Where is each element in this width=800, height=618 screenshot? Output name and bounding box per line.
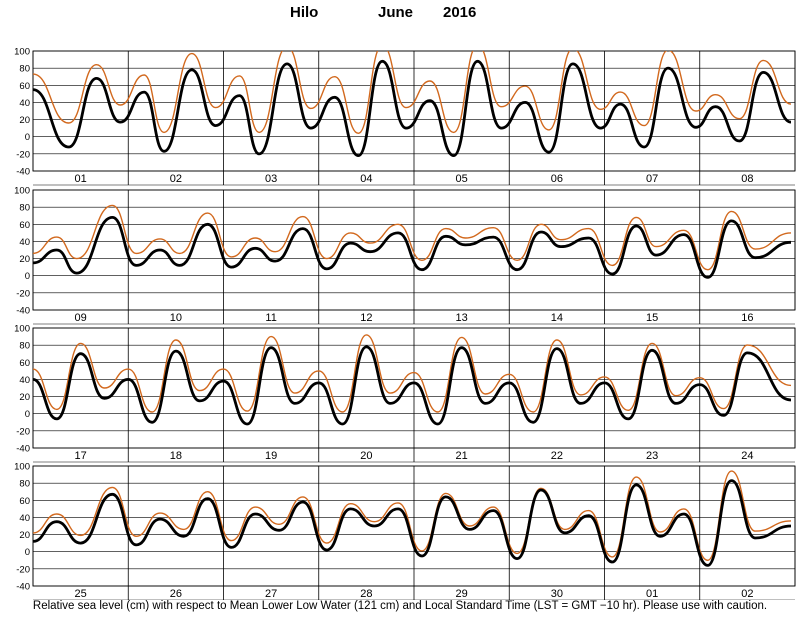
y-tick-label: -20 xyxy=(16,149,30,160)
y-tick-label: 80 xyxy=(19,64,30,75)
day-label: 28 xyxy=(360,588,372,600)
y-tick-label: 100 xyxy=(14,186,30,197)
chart-title: Hilo June 2016 xyxy=(0,4,800,26)
day-label: 11 xyxy=(265,312,276,324)
day-label: 03 xyxy=(265,173,277,185)
y-tick-label: -40 xyxy=(16,444,30,455)
chart-footnote: Relative sea level (cm) with respect to … xyxy=(32,600,768,612)
day-label: 23 xyxy=(646,450,658,462)
day-label: 12 xyxy=(360,312,372,324)
y-tick-label: 0 xyxy=(25,271,30,282)
y-tick-label: -40 xyxy=(16,582,30,593)
y-tick-label: 20 xyxy=(19,254,30,265)
y-tick-label: 100 xyxy=(14,324,30,335)
y-tick-label: 80 xyxy=(19,479,30,490)
day-label: 30 xyxy=(551,588,563,600)
y-tick-label: -40 xyxy=(16,306,30,317)
y-tick-label: 0 xyxy=(25,409,30,420)
y-tick-label: 40 xyxy=(19,98,30,109)
day-label: 14 xyxy=(551,312,563,324)
y-tick-label: 20 xyxy=(19,115,30,126)
y-tick-label: 60 xyxy=(19,81,30,92)
y-tick-label: 60 xyxy=(19,220,30,231)
year-label: 2016 xyxy=(443,4,477,21)
day-label: 29 xyxy=(456,588,468,600)
day-label: 10 xyxy=(170,312,182,324)
day-label: 16 xyxy=(741,312,753,324)
observed-tide-line xyxy=(33,215,792,279)
y-tick-label: 60 xyxy=(19,358,30,369)
day-label: 01 xyxy=(75,173,87,185)
y-tick-label: 0 xyxy=(25,132,30,143)
day-label: 25 xyxy=(75,588,87,600)
day-label: 08 xyxy=(741,173,753,185)
y-tick-label: 100 xyxy=(14,47,30,58)
day-label: 05 xyxy=(456,173,468,185)
day-label: 19 xyxy=(265,450,277,462)
y-tick-label: 80 xyxy=(19,341,30,352)
y-tick-label: -20 xyxy=(16,426,30,437)
day-label: 13 xyxy=(456,312,468,324)
y-tick-label: 20 xyxy=(19,392,30,403)
observed-tide-line xyxy=(33,345,792,426)
y-tick-label: 40 xyxy=(19,513,30,524)
day-label: 21 xyxy=(456,450,468,462)
panel-frame xyxy=(32,327,796,449)
observed-tide-line xyxy=(33,479,792,567)
panel-frame xyxy=(32,189,796,311)
day-label: 09 xyxy=(75,312,87,324)
y-tick-label: 100 xyxy=(14,462,30,473)
y-tick-label: -40 xyxy=(16,167,30,178)
day-label: 02 xyxy=(741,588,753,600)
predicted-tide-line xyxy=(33,51,792,135)
y-tick-label: 0 xyxy=(25,547,30,558)
observed-tide-line xyxy=(33,59,792,158)
day-label: 27 xyxy=(265,588,277,600)
day-label: 26 xyxy=(170,588,182,600)
day-label: 15 xyxy=(646,312,658,324)
day-label: 04 xyxy=(360,173,372,185)
day-label: 18 xyxy=(170,450,182,462)
panel-frame xyxy=(32,465,796,587)
day-label: 20 xyxy=(360,450,372,462)
predicted-tide-line xyxy=(33,204,792,271)
y-tick-label: 60 xyxy=(19,496,30,507)
day-label: 06 xyxy=(551,173,563,185)
day-label: 24 xyxy=(741,450,753,462)
day-label: 01 xyxy=(646,588,658,600)
month-label: June xyxy=(378,4,414,21)
y-tick-label: 80 xyxy=(19,203,30,214)
day-label: 22 xyxy=(551,450,563,462)
day-label: 02 xyxy=(170,173,182,185)
y-tick-label: 20 xyxy=(19,530,30,541)
predicted-tide-line xyxy=(33,470,792,562)
day-label: 07 xyxy=(646,173,658,185)
y-tick-label: 40 xyxy=(19,375,30,386)
y-tick-label: 40 xyxy=(19,237,30,248)
y-tick-label: -20 xyxy=(16,288,30,299)
station-name: Hilo xyxy=(290,4,319,21)
day-label: 17 xyxy=(75,450,87,462)
y-tick-label: -20 xyxy=(16,564,30,575)
predicted-tide-line xyxy=(33,334,792,413)
panel-frame xyxy=(32,50,796,172)
